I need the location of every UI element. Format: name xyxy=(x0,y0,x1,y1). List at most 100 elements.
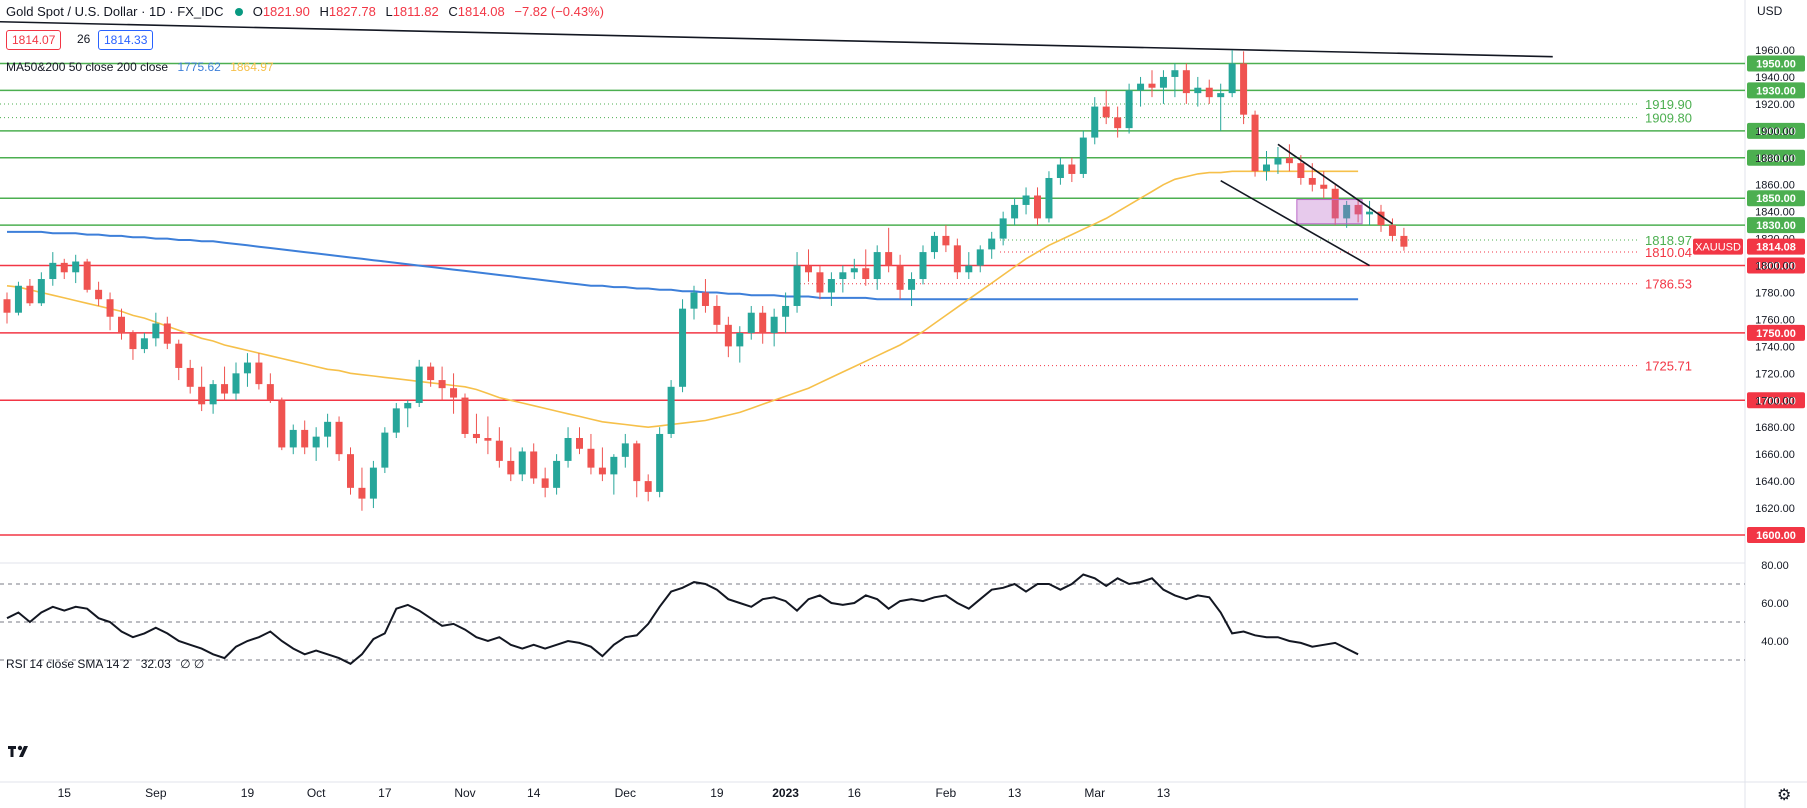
low-label: L xyxy=(385,4,393,19)
candle-body xyxy=(427,366,435,381)
candle-body xyxy=(564,438,572,461)
symbol-price-tag-text: XAUUSD xyxy=(1695,242,1741,254)
candle-body xyxy=(770,316,778,333)
level-tag-text: 1600.00 xyxy=(1756,530,1796,542)
candle-body xyxy=(827,279,835,293)
candle-body xyxy=(541,478,549,488)
candle-body xyxy=(369,467,377,499)
price-tick-label: 1740.00 xyxy=(1755,341,1795,353)
level-tag-1850.00 xyxy=(1747,190,1805,207)
price-tick-label: 1700.00 xyxy=(1755,395,1795,407)
low-value: 1811.82 xyxy=(392,4,439,19)
candle-body xyxy=(1400,235,1408,247)
candle-body xyxy=(3,299,11,313)
candle-body xyxy=(95,289,103,300)
candle-body xyxy=(1045,177,1053,219)
candle-body xyxy=(942,235,950,246)
time-tick-label: Feb xyxy=(936,786,957,800)
candle-body xyxy=(793,265,801,306)
candle-body xyxy=(1148,83,1156,88)
rsi-value: 32.03 xyxy=(140,657,171,671)
time-tick-label: 19 xyxy=(241,786,255,800)
open-value: 1821.90 xyxy=(262,4,310,19)
candle-body xyxy=(839,272,847,280)
price-tick-label: 1940.00 xyxy=(1755,72,1795,84)
ma200-value: 1864.97 xyxy=(230,60,274,74)
ask-button[interactable]: 1814.33 xyxy=(98,30,154,50)
time-tick-label: 15 xyxy=(58,786,72,800)
candle-body xyxy=(850,268,858,273)
level-tag-text: 1930.00 xyxy=(1756,85,1796,97)
close-label: C xyxy=(448,4,458,19)
ma-label: MA50&200 50 close 200 close xyxy=(6,60,169,74)
ma-legend[interactable]: MA50&200 50 close 200 close 1775.62 1864… xyxy=(6,60,274,74)
time-tick-label: 13 xyxy=(1157,786,1171,800)
candle-body xyxy=(610,456,618,475)
candle-body xyxy=(1320,184,1328,189)
candle-body xyxy=(862,268,870,280)
candle-body xyxy=(896,265,904,290)
price-tick-label: 1640.00 xyxy=(1755,476,1795,488)
candle-body xyxy=(106,299,114,317)
candle-body xyxy=(1137,83,1145,91)
candle-body xyxy=(701,292,709,306)
time-tick-label: Oct xyxy=(307,786,326,800)
candle-body xyxy=(919,252,927,280)
candle-body xyxy=(885,252,893,266)
rsi-line xyxy=(6,573,1359,665)
candle-body xyxy=(1274,157,1282,165)
candle-body xyxy=(988,238,996,250)
last-price-text: 1814.08 xyxy=(1756,242,1796,254)
ma200-line xyxy=(7,230,1359,301)
candle-body xyxy=(438,380,446,389)
candle-body xyxy=(1171,70,1179,77)
settings-gear-icon[interactable]: ⚙ xyxy=(1777,787,1792,804)
level-tag-text: 1830.00 xyxy=(1756,220,1796,232)
time-tick-label: Nov xyxy=(454,786,475,800)
candle-body xyxy=(965,265,973,273)
dotted-level-label: 1725.71 xyxy=(1645,359,1692,374)
candle-body xyxy=(495,440,503,461)
candle-body xyxy=(621,443,629,457)
tradingview-logo-icon[interactable] xyxy=(6,742,38,764)
level-tag-1900.00 xyxy=(1747,122,1805,139)
candle-body xyxy=(530,451,538,479)
rsi-tick-label: 40.00 xyxy=(1761,636,1789,648)
price-tick-label: 1720.00 xyxy=(1755,368,1795,380)
candle-body xyxy=(1056,164,1064,178)
price-tick-label: 1800.00 xyxy=(1755,261,1795,273)
candle-body xyxy=(289,429,297,448)
candle-body xyxy=(1034,195,1041,219)
level-tag-text: 1850.00 xyxy=(1756,193,1796,205)
currency-label[interactable]: USD xyxy=(1757,4,1783,18)
candle-body xyxy=(472,433,480,438)
time-tick-label: 13 xyxy=(1008,786,1022,800)
rsi-tick-label: 60.00 xyxy=(1761,598,1789,610)
candle-body xyxy=(209,384,217,405)
candle-body xyxy=(266,384,274,401)
dotted-level-label: 1810.04 xyxy=(1645,245,1692,260)
candle-body xyxy=(1079,137,1087,174)
time-tick-label: 19 xyxy=(710,786,724,800)
candle-body xyxy=(60,262,68,273)
status-dot xyxy=(235,8,244,16)
candle-body xyxy=(312,436,320,448)
level-tag-1750.00 xyxy=(1747,324,1805,341)
candle-body xyxy=(37,279,45,304)
time-tick-label: 2023 xyxy=(772,786,799,800)
price-tick-label: 1660.00 xyxy=(1755,449,1795,461)
time-tick-label: 14 xyxy=(527,786,541,800)
rsi-legend[interactable]: RSI 14 close SMA 14 2 32.03 ∅ ∅ xyxy=(6,657,204,671)
symbol-title[interactable]: Gold Spot / U.S. Dollar · 1D · FX_IDC xyxy=(6,4,224,19)
high-label: H xyxy=(319,4,329,19)
time-tick-label: Mar xyxy=(1084,786,1105,800)
time-tick-label: 16 xyxy=(848,786,862,800)
symbol-price-tag xyxy=(1693,238,1743,255)
bid-button[interactable]: 1814.07 xyxy=(6,30,62,50)
level-tag-1950.00 xyxy=(1747,55,1805,72)
candle-body xyxy=(49,262,57,280)
candle-body xyxy=(163,323,171,344)
candle-body xyxy=(347,454,354,488)
candle-body xyxy=(1263,164,1270,172)
candle-body xyxy=(152,323,160,339)
